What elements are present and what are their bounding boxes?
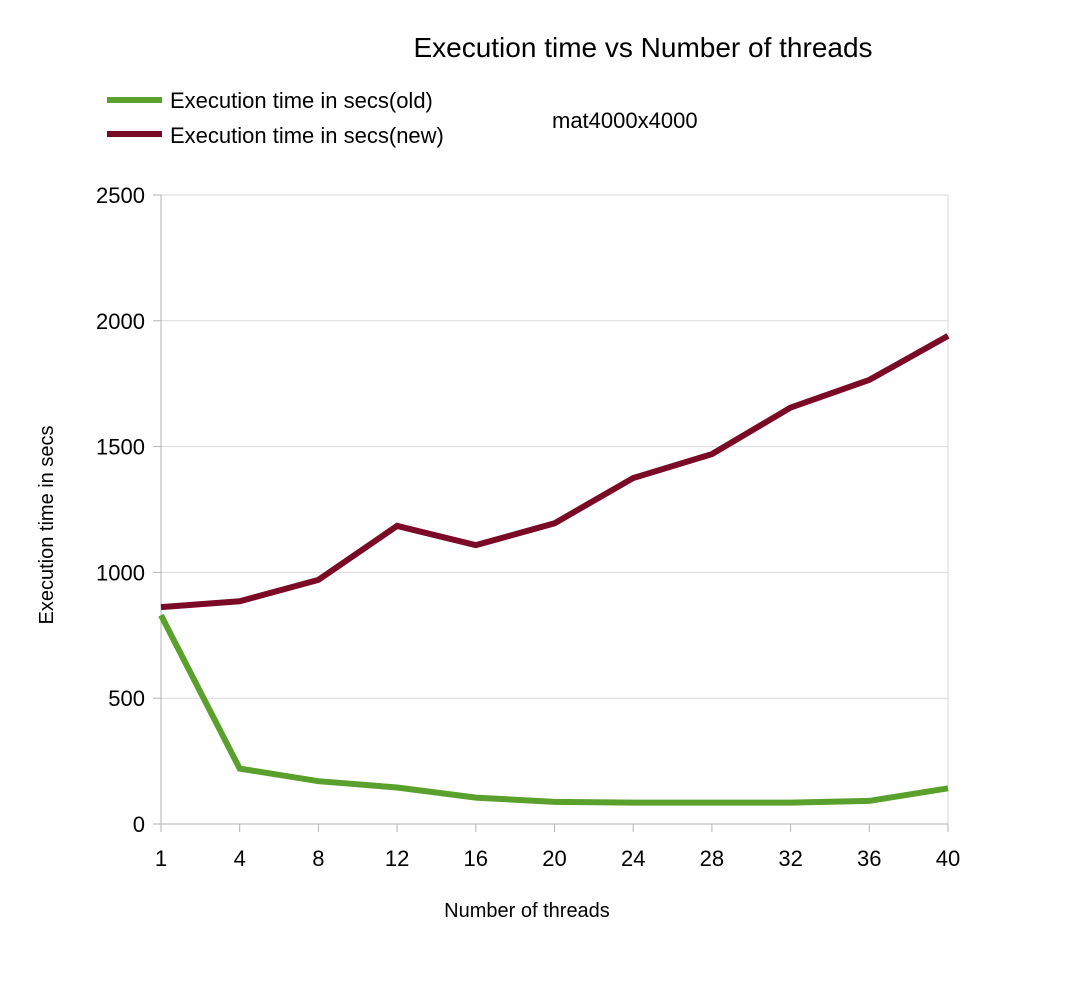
y-tick-label: 500	[108, 686, 145, 711]
series-line-new	[160, 333, 950, 611]
y-tick-label: 0	[133, 812, 145, 837]
x-tick-label: 40	[936, 846, 960, 871]
x-tick-label: 1	[155, 846, 167, 871]
x-axis-title: Number of threads	[444, 900, 610, 922]
legend-label-new: Execution time in secs(new)	[170, 123, 444, 148]
series-layer	[158, 333, 950, 806]
x-tick-label: 16	[464, 846, 488, 871]
x-tick-label: 8	[312, 846, 324, 871]
y-axis-title: Execution time in secs	[36, 426, 58, 625]
x-tick-label: 32	[778, 846, 802, 871]
series-line-old	[158, 613, 949, 806]
axes-layer	[160, 195, 948, 825]
ticks-layer: 0 500 1000 1500 2000 2500 1 4 8 12 16 20 24 28 32 36 40	[96, 183, 960, 871]
legend: Execution time in secs(old) Execution ti…	[107, 88, 444, 148]
x-tick-label: 24	[621, 846, 645, 871]
y-tick-label: 2500	[96, 183, 145, 208]
y-tick-label: 1500	[96, 435, 145, 460]
x-tick-label: 36	[857, 846, 881, 871]
legend-label-old: Execution time in secs(old)	[170, 88, 433, 113]
x-tick-label: 20	[542, 846, 566, 871]
y-tick-label: 1000	[96, 560, 145, 585]
chart-annotation: mat4000x4000	[552, 108, 698, 133]
x-tick-label: 28	[700, 846, 724, 871]
y-tick-label: 2000	[96, 309, 145, 334]
x-tick-label: 4	[234, 846, 246, 871]
chart-title: Execution time vs Number of threads	[413, 32, 872, 63]
x-tick-label: 12	[385, 846, 409, 871]
grid-layer	[161, 194, 949, 824]
